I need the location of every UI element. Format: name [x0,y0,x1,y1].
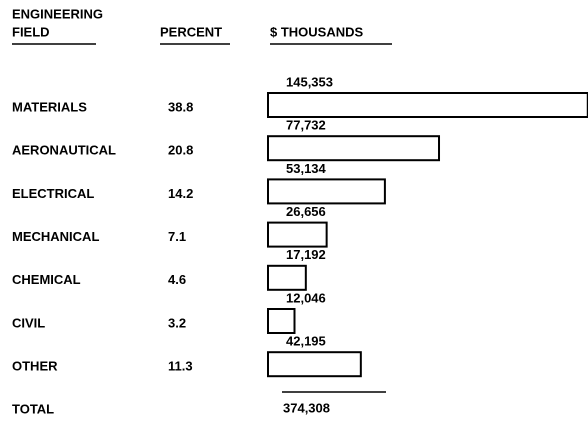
percent-value: 20.8 [168,143,193,158]
percent-value: 7.1 [168,229,186,244]
bar [267,92,588,118]
total-label: TOTAL [12,401,54,416]
value-label: 42,195 [286,334,326,349]
category-label: CHEMICAL [12,272,81,287]
bar [267,264,307,291]
value-header: $ THOUSANDS [270,24,364,39]
category-label: OTHER [12,359,58,374]
percent-header: PERCENT [160,24,222,39]
bar [267,221,328,248]
category-label: CIVIL [12,315,45,330]
total-value: 374,308 [283,400,330,415]
percent-value: 4.6 [168,272,186,287]
bar [267,308,296,334]
value-label: 145,353 [286,74,333,89]
category-label: MECHANICAL [12,229,99,244]
percent-value: 14.2 [168,186,193,201]
field-header: ENGINEERING [12,6,103,21]
bar [267,351,362,378]
percent-value: 11.3 [168,359,193,374]
percent-value: 3.2 [168,315,186,330]
value-label: 77,732 [286,118,326,133]
value-label: 12,046 [286,290,326,305]
bar [267,135,441,162]
category-label: MATERIALS [12,99,87,114]
bar [267,178,386,205]
value-label: 26,656 [286,204,326,219]
category-label: AERONAUTICAL [12,143,116,158]
category-label: ELECTRICAL [12,186,94,201]
field-header: FIELD [12,24,50,39]
percent-value: 38.8 [168,99,193,114]
value-label: 17,192 [286,247,326,262]
value-label: 53,134 [286,161,327,176]
